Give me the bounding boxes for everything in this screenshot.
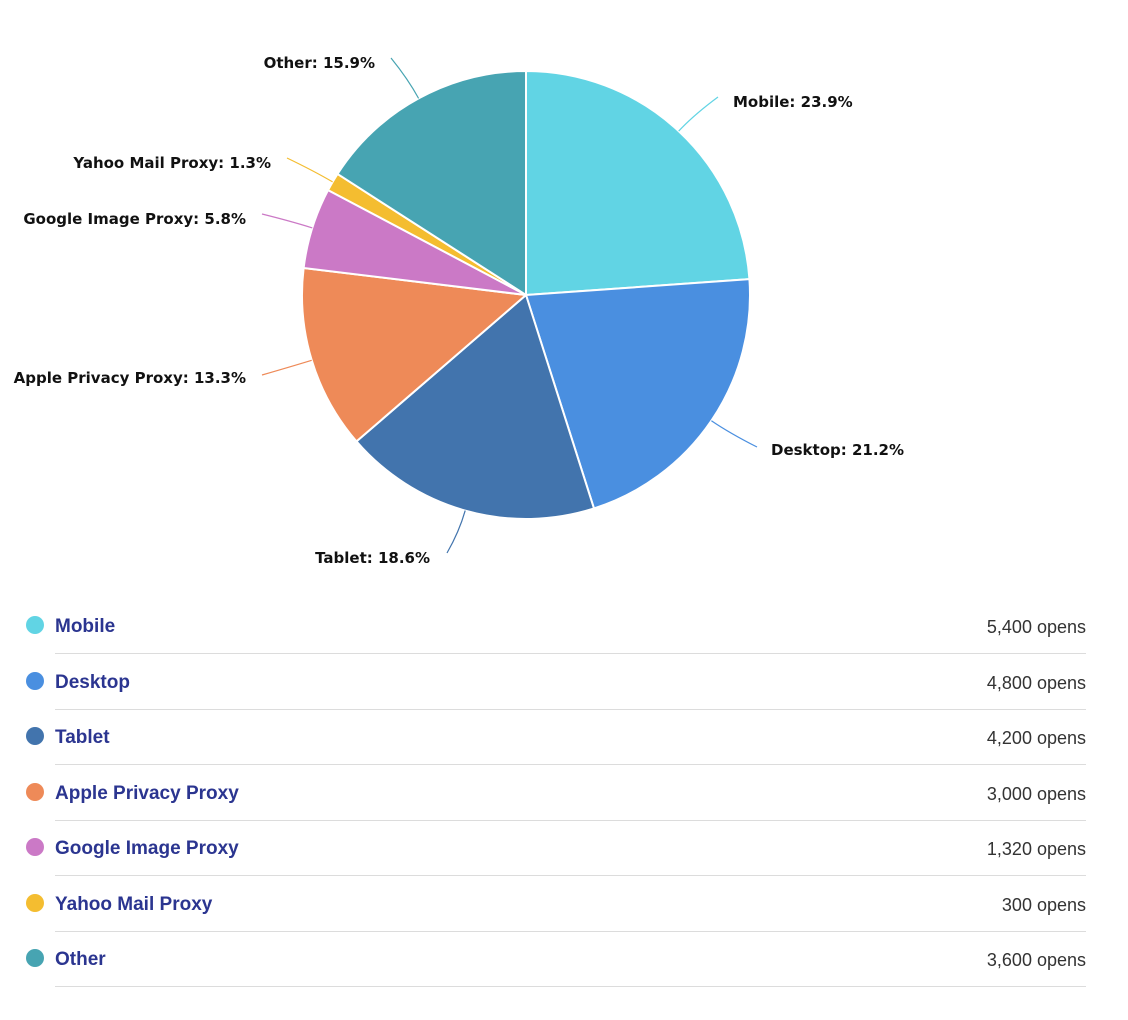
legend-divider	[55, 930, 1086, 932]
pie-slice-other[interactable]	[336, 70, 527, 296]
label-connectors	[261, 57, 758, 554]
connector-google-image-proxy	[261, 213, 313, 229]
legend-value: 4,200 opens	[986, 728, 1086, 748]
connector-tablet	[446, 510, 466, 554]
slice-label-tablet: Tablet: 18.6%	[315, 549, 430, 567]
legend-item-other[interactable]: Other 3,600 opens	[0, 933, 1128, 989]
legend-item-mobile[interactable]: Mobile 5,400 opens	[0, 600, 1128, 656]
legend-divider	[55, 986, 1086, 987]
pie-slice-mobile[interactable]	[525, 70, 751, 296]
legend-value: 1,320 opens	[986, 839, 1086, 859]
pie-slices	[301, 70, 751, 520]
pie-slice-tablet[interactable]	[355, 294, 595, 520]
legend-value: 5,400 opens	[986, 617, 1086, 637]
slice-label-desktop: Desktop: 21.2%	[771, 441, 904, 459]
legend-value: 3,600 opens	[986, 950, 1086, 970]
connector-apple-privacy-proxy	[261, 359, 312, 376]
slice-label-yahoo-mail-proxy: Yahoo Mail Proxy: 1.3%	[72, 154, 271, 172]
legend-divider	[55, 653, 1086, 654]
legend-dot-icon	[26, 727, 44, 745]
legend-divider	[55, 819, 1086, 821]
legend-value: 3,000 opens	[986, 783, 1086, 804]
slice-label-mobile: Mobile: 23.9%	[733, 93, 853, 111]
legend-dot-icon	[26, 893, 44, 912]
legend-value: 300 opens	[1001, 894, 1086, 915]
legend-dot-icon	[26, 782, 44, 801]
legend-dot-icon	[26, 838, 44, 856]
legend-label[interactable]: Mobile	[55, 616, 116, 637]
connector-mobile	[678, 96, 719, 132]
legend-item-apple-privacy-proxy[interactable]: Apple Privacy Proxy 3,000 opens	[0, 767, 1128, 823]
slice-label-apple-privacy-proxy: Apple Privacy Proxy: 13.3%	[14, 369, 246, 387]
legend-dot-icon	[26, 671, 44, 690]
legend: Mobile 5,400 opens Desktop 4,800 opens T…	[0, 600, 1128, 989]
legend-item-yahoo-mail-proxy[interactable]: Yahoo Mail Proxy 300 opens	[0, 878, 1128, 934]
legend-divider	[55, 708, 1086, 710]
connector-yahoo-mail-proxy	[286, 157, 333, 183]
pie-chart: Mobile: 23.9% Desktop: 21.2% Tablet: 18.6%…	[14, 54, 904, 567]
slice-label-google-image-proxy: Google Image Proxy: 5.8%	[23, 210, 246, 228]
connector-other	[390, 57, 420, 99]
legend-label[interactable]: Apple Privacy Proxy	[55, 782, 239, 804]
slice-label-other: Other: 15.9%	[264, 54, 375, 72]
legend-label[interactable]: Desktop	[55, 671, 130, 693]
connector-desktop	[711, 420, 758, 448]
legend-dot-icon	[26, 949, 44, 967]
legend-label[interactable]: Google Image Proxy	[55, 838, 239, 859]
legend-dot-icon	[26, 616, 44, 634]
legend-divider	[55, 764, 1086, 765]
legend-label[interactable]: Tablet	[55, 727, 110, 748]
legend-item-desktop[interactable]: Desktop 4,800 opens	[0, 656, 1128, 712]
legend-divider	[55, 875, 1086, 876]
pie-slice-apple-privacy-proxy[interactable]	[301, 267, 527, 443]
legend-item-tablet[interactable]: Tablet 4,200 opens	[0, 711, 1128, 767]
slice-labels: Mobile: 23.9% Desktop: 21.2% Tablet: 18.6%…	[14, 54, 904, 567]
legend-item-google-image-proxy[interactable]: Google Image Proxy 1,320 opens	[0, 822, 1128, 878]
legend-value: 4,800 opens	[986, 672, 1086, 693]
legend-label[interactable]: Yahoo Mail Proxy	[55, 893, 213, 915]
legend-label[interactable]: Other	[55, 949, 106, 970]
